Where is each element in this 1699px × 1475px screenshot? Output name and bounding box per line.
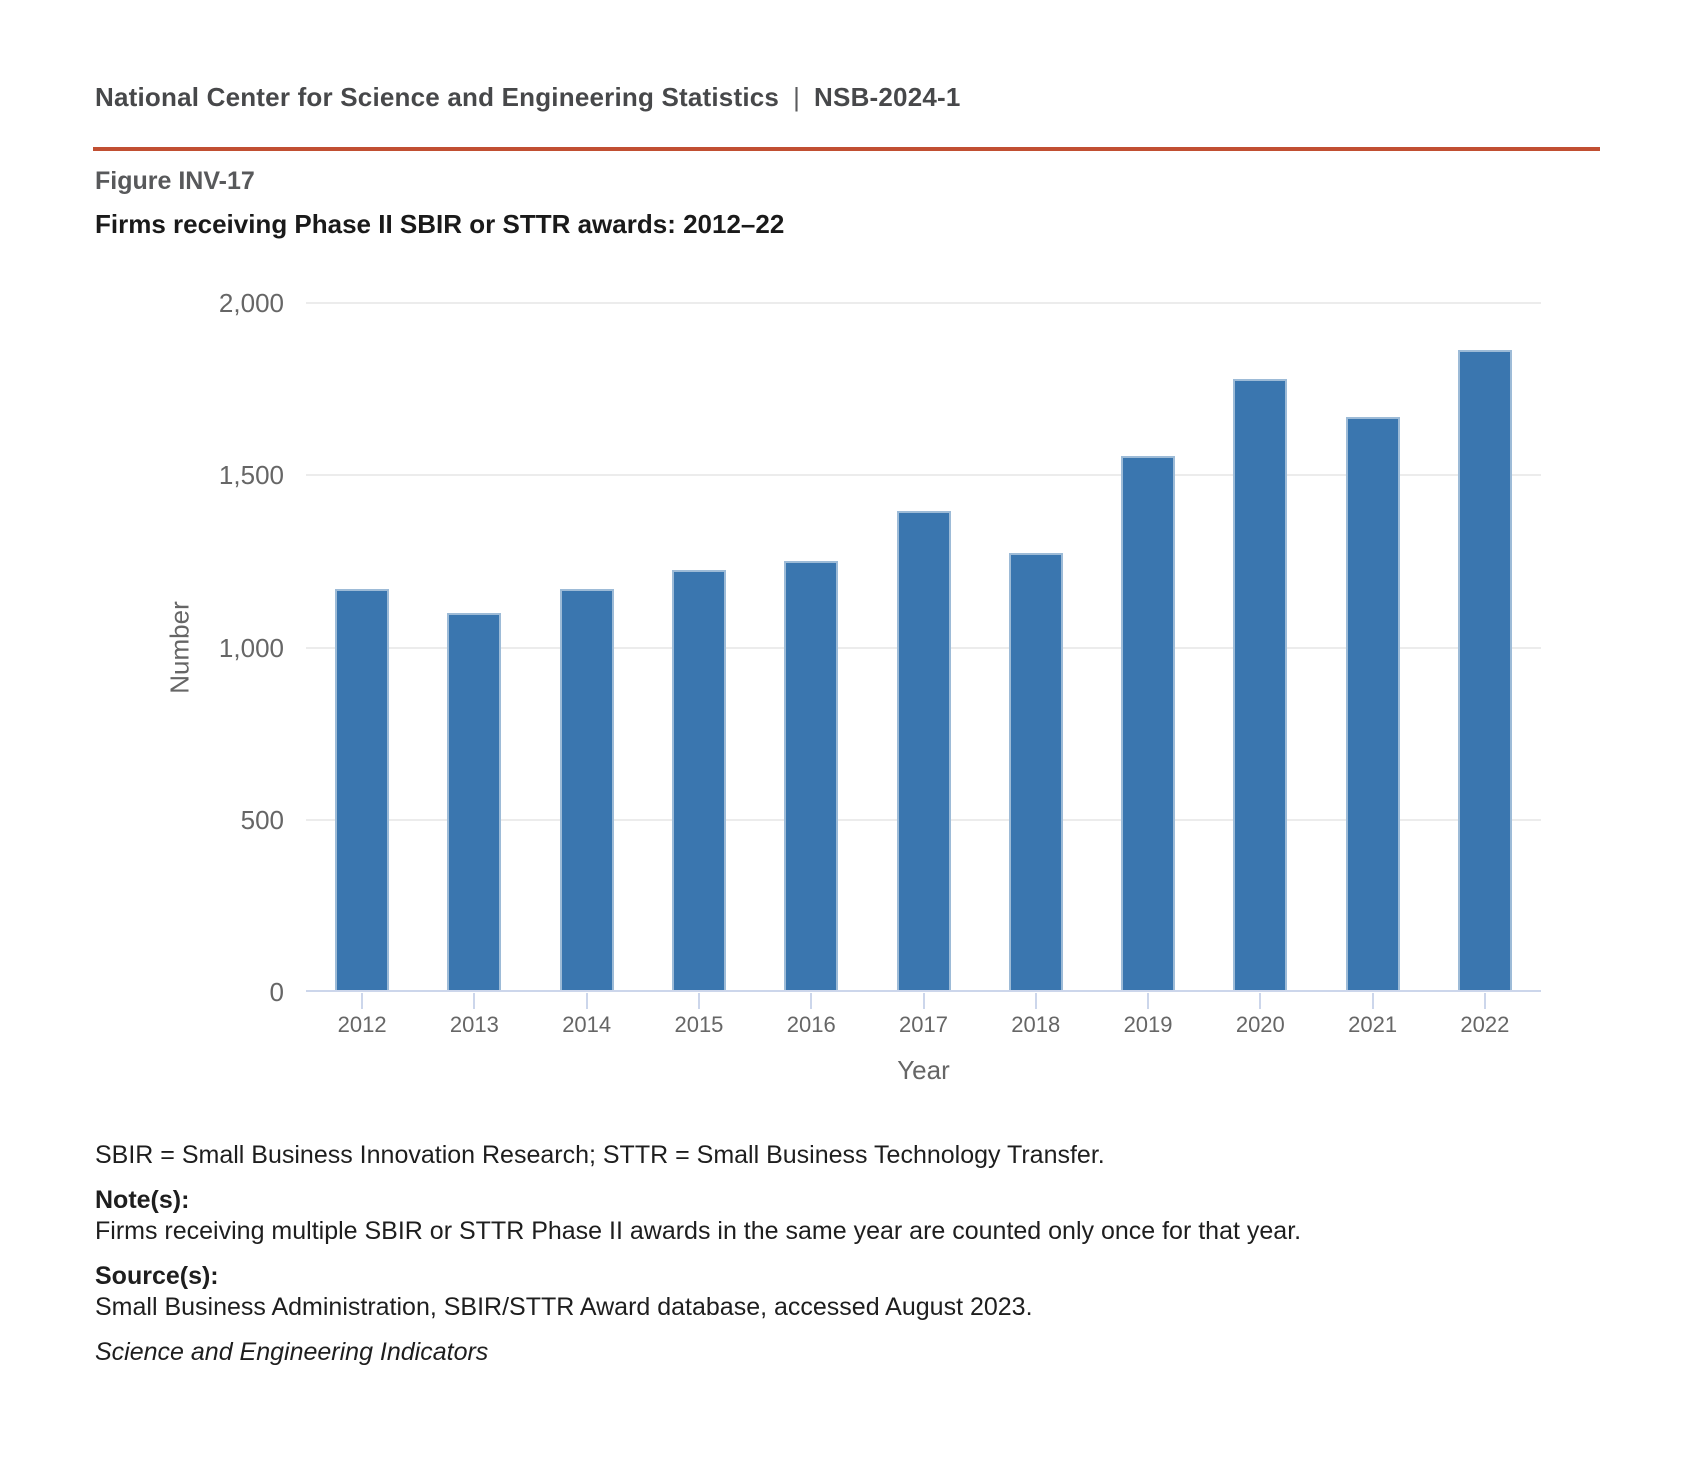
- source-text: Small Business Administration, SBIR/STTR…: [95, 1293, 1033, 1321]
- y-tick-label: 1,500: [218, 460, 284, 491]
- x-axis-tick: [361, 993, 364, 1009]
- x-tick-label: 2019: [1123, 1012, 1173, 1037]
- header-divider: |: [793, 82, 801, 112]
- bar-2012[interactable]: [335, 589, 390, 992]
- report-org: National Center for Science and Engineer…: [95, 82, 780, 112]
- bar-chart: Number 0 500 1,000 1,500 2,000 2012 2013 2014 20…: [165, 288, 1541, 1085]
- gridline: [306, 302, 1541, 304]
- source-label: Source(s):: [95, 1262, 219, 1290]
- x-tick-label: 2020: [1235, 1012, 1285, 1037]
- x-axis-tick: [810, 993, 813, 1009]
- x-tick-label: 2022: [1460, 1012, 1510, 1037]
- bar-2016[interactable]: [784, 561, 839, 992]
- bar-2018[interactable]: [1008, 553, 1063, 992]
- x-axis-tick: [1034, 993, 1037, 1009]
- plot-area: 0 500 1,000 1,500 2,000 2012 2013 2014 2015 2016 2…: [219, 288, 1541, 1037]
- figure-label: Figure INV-17: [95, 167, 255, 195]
- x-axis-tick: [697, 993, 700, 1009]
- x-tick-label: 2017: [899, 1012, 948, 1037]
- x-tick-label: 2012: [337, 1012, 387, 1037]
- x-tick-label: 2013: [449, 1012, 499, 1037]
- x-axis-tick: [473, 993, 476, 1009]
- source-block: Source(s): Small Business Administration…: [95, 1261, 1605, 1323]
- x-axis-tick: [585, 993, 588, 1009]
- x-axis-tick: [1371, 993, 1374, 1009]
- x-axis-title: Year: [897, 1055, 950, 1085]
- bar-2014[interactable]: [559, 589, 614, 992]
- header-rule: [93, 147, 1600, 151]
- report-id: NSB-2024-1: [814, 82, 961, 112]
- abbreviation-note: SBIR = Small Business Innovation Researc…: [95, 1141, 1105, 1169]
- bar-2020[interactable]: [1233, 379, 1288, 992]
- notes-label: Note(s):: [95, 1186, 190, 1214]
- y-tick-label: 500: [240, 804, 284, 835]
- bar-2013[interactable]: [447, 613, 502, 992]
- x-axis-tick: [1147, 993, 1150, 1009]
- report-header: National Center for Science and Engineer…: [95, 82, 961, 113]
- x-axis-tick: [922, 993, 925, 1009]
- notes-text: Firms receiving multiple SBIR or STTR Ph…: [95, 1217, 1302, 1245]
- footnotes: SBIR = Small Business Innovation Researc…: [95, 1140, 1605, 1368]
- x-tick-label: 2018: [1011, 1012, 1061, 1037]
- x-tick-label: 2015: [674, 1012, 724, 1037]
- x-tick-label: 2014: [562, 1012, 612, 1037]
- publication-name: Science and Engineering Indicators: [95, 1338, 489, 1366]
- notes-block: Note(s): Firms receiving multiple SBIR o…: [95, 1185, 1605, 1247]
- x-axis-tick: [1483, 993, 1486, 1009]
- x-tick-label: 2016: [786, 1012, 836, 1037]
- x-tick-label: 2021: [1348, 1012, 1398, 1037]
- y-tick-label: 0: [269, 977, 284, 1007]
- bar-2017[interactable]: [896, 511, 951, 992]
- figure-title: Firms receiving Phase II SBIR or STTR aw…: [95, 209, 785, 239]
- y-tick-label: 1,000: [218, 632, 284, 663]
- bar-2022[interactable]: [1457, 350, 1512, 992]
- y-tick-label: 2,000: [218, 288, 284, 318]
- bar-2015[interactable]: [671, 570, 726, 992]
- x-axis-tick: [1259, 993, 1262, 1009]
- x-axis-line: [306, 990, 1541, 992]
- bar-2019[interactable]: [1121, 456, 1176, 992]
- bar-2021[interactable]: [1345, 417, 1400, 992]
- gridline: [306, 474, 1541, 477]
